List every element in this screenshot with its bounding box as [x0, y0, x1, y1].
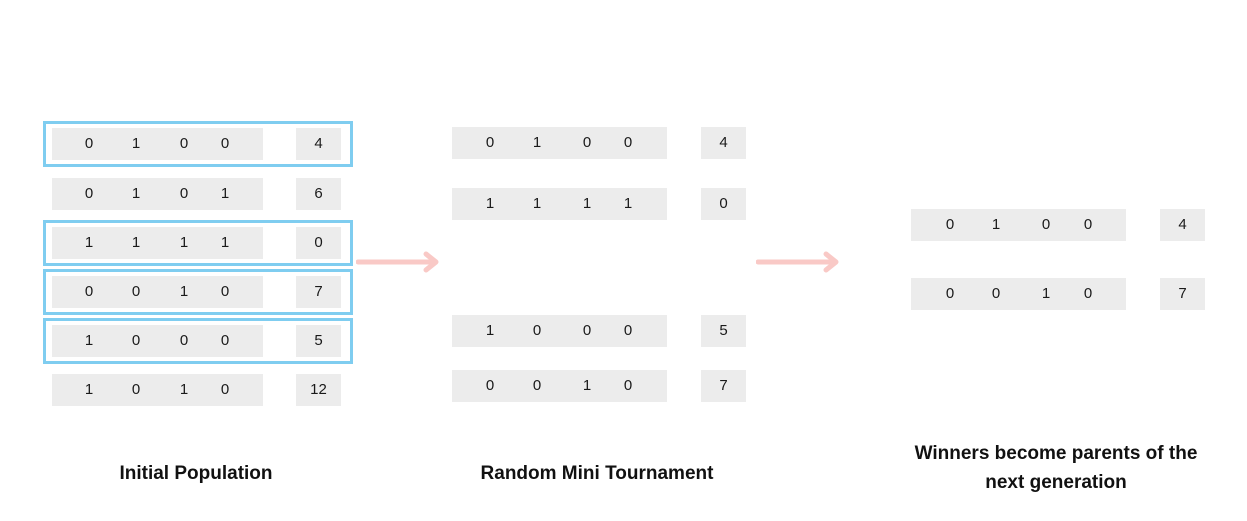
gene-value: 1: [84, 332, 94, 349]
gene-value: 1: [131, 135, 141, 152]
gene-cell: 0 0 1 0: [452, 370, 667, 402]
fitness-value: 7: [296, 276, 341, 308]
gene-value: 1: [179, 234, 189, 251]
arrow-right-icon: [756, 251, 839, 273]
gene-value: 0: [220, 332, 230, 349]
fitness-value: 0: [701, 188, 746, 220]
gene-value: 1: [582, 195, 592, 212]
gene-value: 1: [485, 195, 495, 212]
gene-value: 0: [485, 134, 495, 151]
gene-value: 0: [179, 332, 189, 349]
gene-cell: 0 1 0 0: [452, 127, 667, 159]
winners-label-line1: Winners become parents of the: [914, 443, 1198, 464]
gene-value: 1: [84, 381, 94, 398]
gene-value: 1: [131, 185, 141, 202]
fitness-value: 0: [296, 227, 341, 259]
gene-value: 0: [945, 216, 955, 233]
gene-value: 1: [220, 234, 230, 251]
gene-value: 0: [220, 381, 230, 398]
tournament-label: Random Mini Tournament: [480, 463, 714, 484]
gene-value: 0: [131, 283, 141, 300]
gene-cell: 1 0 1 0: [52, 374, 263, 406]
fitness-value: 7: [1160, 278, 1205, 310]
gene-value: 0: [84, 135, 94, 152]
gene-value: 0: [1041, 216, 1051, 233]
gene-value: 1: [991, 216, 1001, 233]
gene-value: 1: [623, 195, 633, 212]
fitness-value: 5: [296, 325, 341, 357]
gene-value: 1: [485, 322, 495, 339]
gene-value: 0: [179, 135, 189, 152]
gene-value: 0: [131, 381, 141, 398]
gene-value: 1: [220, 185, 230, 202]
gene-value: 0: [623, 322, 633, 339]
fitness-value: 6: [296, 178, 341, 210]
gene-value: 0: [220, 283, 230, 300]
gene-cell: 1 1 1 1: [52, 227, 263, 259]
gene-value: 0: [582, 322, 592, 339]
gene-value: 0: [1083, 285, 1093, 302]
gene-value: 0: [532, 322, 542, 339]
gene-cell: 1 0 0 0: [52, 325, 263, 357]
fitness-value: 5: [701, 315, 746, 347]
gene-value: 0: [84, 283, 94, 300]
fitness-value: 4: [1160, 209, 1205, 241]
selection-box: [43, 220, 353, 266]
gene-value: 0: [179, 185, 189, 202]
gene-value: 1: [582, 377, 592, 394]
gene-value: 1: [84, 234, 94, 251]
gene-value: 1: [131, 234, 141, 251]
gene-value: 0: [582, 134, 592, 151]
gene-cell: 1 0 0 0: [452, 315, 667, 347]
gene-value: 1: [532, 195, 542, 212]
selection-box: [43, 121, 353, 167]
gene-value: 1: [179, 381, 189, 398]
gene-cell: 1 1 1 1: [452, 188, 667, 220]
gene-value: 0: [945, 285, 955, 302]
gene-cell: 0 0 1 0: [911, 278, 1126, 310]
gene-value: 0: [623, 377, 633, 394]
gene-value: 0: [220, 135, 230, 152]
gene-value: 0: [623, 134, 633, 151]
gene-value: 0: [485, 377, 495, 394]
gene-cell: 0 1 0 1: [52, 178, 263, 210]
winners-label-line2: next generation: [985, 472, 1127, 493]
gene-value: 1: [532, 134, 542, 151]
gene-value: 0: [84, 185, 94, 202]
initial-population-label: Initial Population: [119, 463, 273, 484]
fitness-value: 12: [296, 374, 341, 406]
arrow-right-icon: [356, 251, 439, 273]
fitness-value: 4: [296, 128, 341, 160]
gene-cell: 0 0 1 0: [52, 276, 263, 308]
gene-cell: 0 1 0 0: [52, 128, 263, 160]
gene-value: 0: [532, 377, 542, 394]
winners-label: Winners become parents of the next gener…: [896, 439, 1216, 497]
gene-value: 0: [1083, 216, 1093, 233]
fitness-value: 7: [701, 370, 746, 402]
gene-value: 0: [991, 285, 1001, 302]
selection-box: [43, 318, 353, 364]
gene-value: 1: [179, 283, 189, 300]
gene-value: 0: [131, 332, 141, 349]
fitness-value: 4: [701, 127, 746, 159]
gene-value: 1: [1041, 285, 1051, 302]
selection-box: [43, 269, 353, 315]
gene-cell: 0 1 0 0: [911, 209, 1126, 241]
